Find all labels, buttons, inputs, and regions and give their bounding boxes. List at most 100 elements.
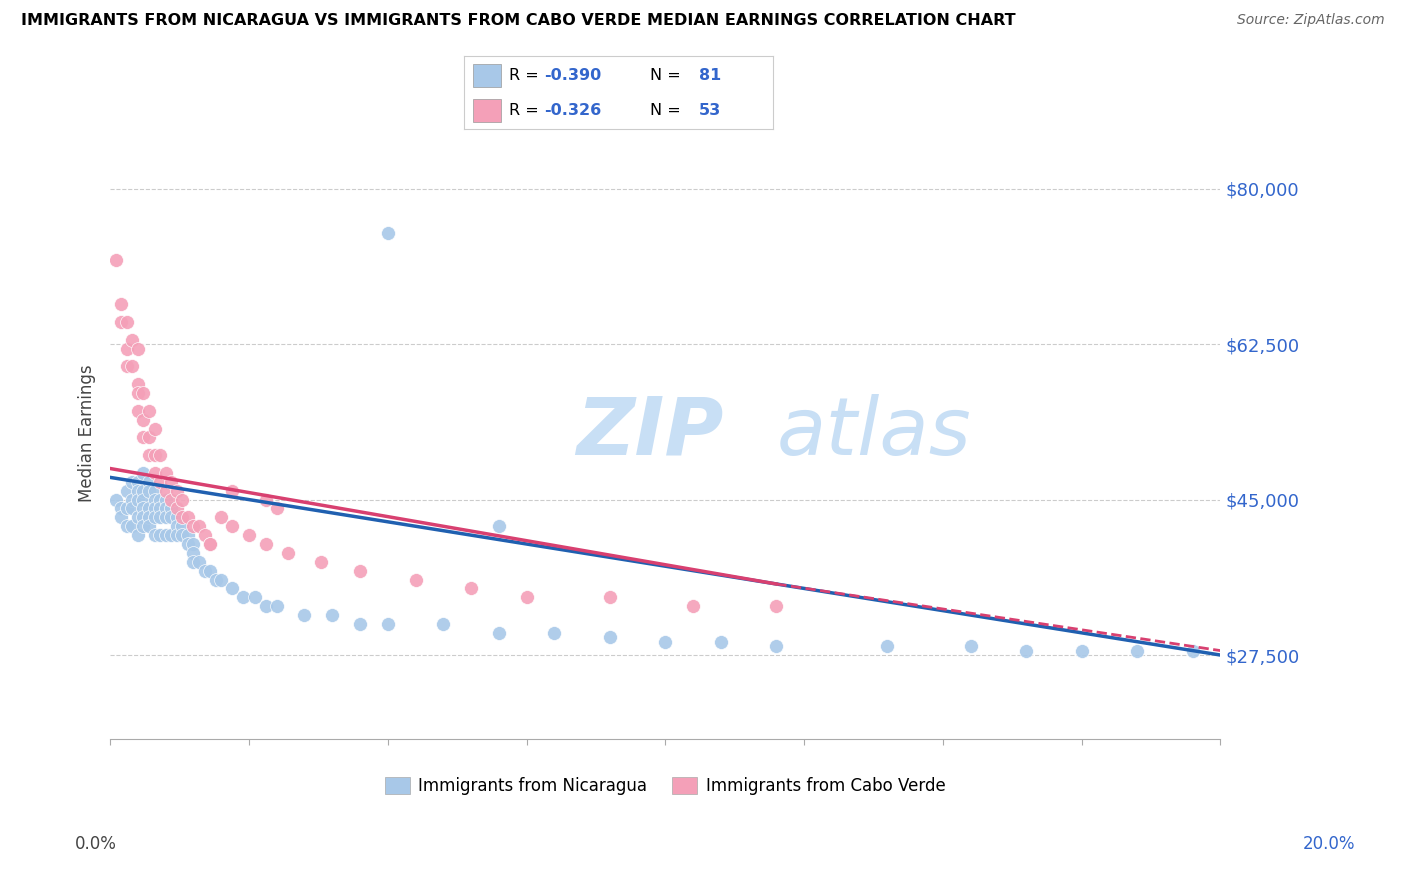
Point [149, 492, 172, 507]
Point [143, 492, 166, 507]
Point [209, 573, 232, 587]
Point [127, 403, 149, 417]
Point [266, 501, 288, 516]
Point [127, 510, 149, 524]
Point [166, 483, 188, 498]
Point [221, 519, 243, 533]
Point [132, 492, 155, 507]
Legend: Immigrants from Nicaragua, Immigrants from Cabo Verde: Immigrants from Nicaragua, Immigrants fr… [378, 770, 952, 802]
Point [149, 501, 172, 516]
Point [132, 519, 155, 533]
Point [183, 546, 205, 560]
Point [277, 546, 299, 560]
Point [193, 528, 215, 542]
Point [127, 386, 149, 401]
Point [243, 591, 266, 605]
Point [198, 537, 221, 551]
Point [138, 510, 160, 524]
Text: Source: ZipAtlas.com: Source: ZipAtlas.com [1237, 13, 1385, 28]
Point [115, 342, 138, 356]
Point [138, 430, 160, 444]
Point [138, 403, 160, 417]
Text: -0.390: -0.390 [544, 68, 602, 83]
Point [127, 342, 149, 356]
Text: ZIP: ZIP [576, 394, 724, 472]
Point [432, 617, 454, 632]
Point [599, 591, 621, 605]
Point [132, 412, 155, 426]
Point [121, 359, 143, 374]
Point [232, 591, 254, 605]
Point [254, 537, 277, 551]
Point [654, 634, 676, 648]
Point [765, 599, 787, 614]
Point [149, 475, 172, 489]
Text: 81: 81 [699, 68, 721, 83]
Point [138, 448, 160, 462]
Point [377, 226, 399, 240]
Point [183, 555, 205, 569]
Point [177, 528, 200, 542]
Point [876, 639, 898, 653]
Point [294, 608, 316, 623]
Point [377, 617, 399, 632]
Point [104, 492, 127, 507]
Point [155, 492, 177, 507]
Point [460, 582, 482, 596]
Point [132, 510, 155, 524]
Point [309, 555, 332, 569]
Point [155, 483, 177, 498]
Point [166, 501, 188, 516]
Point [115, 519, 138, 533]
Text: R =: R = [509, 68, 544, 83]
Point [198, 564, 221, 578]
Point [121, 475, 143, 489]
Point [110, 510, 132, 524]
Point [149, 510, 172, 524]
Point [143, 421, 166, 435]
Point [132, 430, 155, 444]
Point [127, 377, 149, 392]
Point [143, 501, 166, 516]
Point [183, 537, 205, 551]
Point [127, 483, 149, 498]
Point [115, 359, 138, 374]
Point [121, 501, 143, 516]
Point [160, 475, 183, 489]
Text: 0.0%: 0.0% [75, 835, 117, 853]
Point [160, 510, 183, 524]
Point [1070, 643, 1092, 657]
Point [349, 564, 371, 578]
Point [121, 333, 143, 347]
Point [166, 519, 188, 533]
Point [1015, 643, 1038, 657]
Point [132, 501, 155, 516]
Point [143, 483, 166, 498]
Point [515, 591, 537, 605]
Point [172, 528, 194, 542]
Point [543, 625, 565, 640]
Text: R =: R = [509, 103, 544, 118]
Point [155, 528, 177, 542]
Point [160, 492, 183, 507]
Point [132, 386, 155, 401]
Text: IMMIGRANTS FROM NICARAGUA VS IMMIGRANTS FROM CABO VERDE MEDIAN EARNINGS CORRELAT: IMMIGRANTS FROM NICARAGUA VS IMMIGRANTS … [21, 13, 1015, 29]
Point [959, 639, 981, 653]
Point [132, 483, 155, 498]
Point [155, 501, 177, 516]
Point [149, 528, 172, 542]
Point [110, 501, 132, 516]
FancyBboxPatch shape [474, 99, 501, 122]
Point [682, 599, 704, 614]
Point [104, 252, 127, 267]
Point [349, 617, 371, 632]
Point [183, 519, 205, 533]
FancyBboxPatch shape [474, 63, 501, 87]
Point [115, 315, 138, 329]
Point [166, 528, 188, 542]
Point [115, 501, 138, 516]
Point [193, 564, 215, 578]
Point [209, 510, 232, 524]
Point [321, 608, 343, 623]
Text: 20.0%: 20.0% [1302, 835, 1355, 853]
